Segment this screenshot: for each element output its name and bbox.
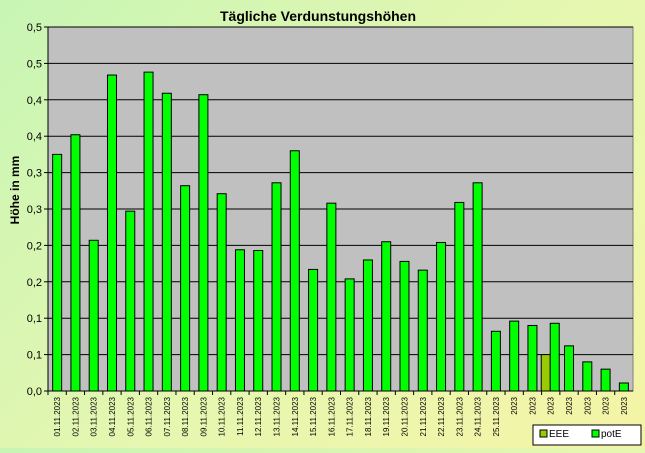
bar-pote <box>582 361 593 392</box>
bars <box>52 71 629 392</box>
y-tick-label: 0,2 <box>27 240 42 252</box>
bar-pote <box>381 241 392 392</box>
bar-pote <box>399 260 410 392</box>
y-tick-label: 0,4 <box>27 95 42 107</box>
legend-swatch-pote <box>591 429 600 438</box>
bar-pote <box>52 153 63 392</box>
legend-label-pote: potE <box>601 429 622 440</box>
x-tick-label: 2023 <box>583 396 592 414</box>
bar-pote <box>308 268 319 392</box>
bar-pote <box>472 182 483 392</box>
bar-pote <box>344 278 355 392</box>
y-tick-label: 0,1 <box>27 313 42 325</box>
bar-pote <box>417 269 428 392</box>
x-tick-label: 2023 <box>528 396 537 414</box>
x-tick-label: 2023 <box>602 396 611 414</box>
x-tick-label: 2023 <box>510 396 519 414</box>
y-tick-label: 0,5 <box>27 58 42 70</box>
bar-pote <box>180 185 191 392</box>
y-tick-label: 0,5 <box>27 22 42 34</box>
bar-pote <box>289 150 300 392</box>
bar-pote <box>436 241 447 392</box>
bar-pote <box>527 324 538 392</box>
x-tick-label: 01.11.2023 <box>53 396 62 436</box>
x-tick-label: 03.11.2023 <box>90 396 99 436</box>
y-tick-label: 0,3 <box>27 168 42 180</box>
x-tick-label: 13.11.2023 <box>273 396 282 436</box>
x-tick-label: 17.11.2023 <box>346 396 355 436</box>
y-tick-label: 0,1 <box>27 350 42 362</box>
x-tick-label: 04.11.2023 <box>108 396 117 436</box>
bar-pote <box>70 134 81 392</box>
y-tick-label: 0,3 <box>27 204 42 216</box>
x-tick-label: 12.11.2023 <box>254 396 263 436</box>
bar-pote <box>362 259 373 392</box>
bar-eee <box>540 354 551 392</box>
bar-pote <box>88 239 99 392</box>
x-tick-label: 11.11.2023 <box>236 396 245 435</box>
x-tick-label: 24.11.2023 <box>474 396 483 436</box>
bar-pote <box>490 330 501 392</box>
bar-pote <box>454 201 465 392</box>
x-tick-label: 10.11.2023 <box>218 396 227 436</box>
y-tick-label: 0,2 <box>27 277 42 289</box>
bar-pote <box>549 322 560 392</box>
x-tick-label: 07.11.2023 <box>163 396 172 436</box>
legend-swatch-eee <box>539 429 548 438</box>
chart-title: Tägliche Verdunstungshöhen <box>220 8 416 24</box>
x-tick-label: 06.11.2023 <box>145 396 154 436</box>
bar-pote <box>161 92 172 392</box>
bar-pote <box>271 182 282 392</box>
legend: EEE potE <box>532 424 642 446</box>
x-tick-label: 09.11.2023 <box>199 396 208 436</box>
x-tick-label: 22.11.2023 <box>437 396 446 436</box>
x-tick-label: 21.11.2023 <box>419 396 428 436</box>
bar-pote <box>198 94 209 392</box>
y-tick-label: 0,4 <box>27 131 42 143</box>
x-tick-label: 18.11.2023 <box>364 396 373 436</box>
x-tick-label: 14.11.2023 <box>291 396 300 436</box>
legend-box <box>532 424 642 446</box>
x-tick-label: 08.11.2023 <box>181 396 190 436</box>
x-tick-label: 23.11.2023 <box>455 396 464 436</box>
bar-pote <box>234 249 245 392</box>
bar-pote <box>106 74 117 392</box>
axes: 0,0 0,1 0,1 0,2 0,2 0,3 0,3 0,4 0,4 0,5 0,5 01.11.2… <box>27 22 633 436</box>
bar-pote <box>253 249 264 392</box>
x-tick-label: 20.11.2023 <box>400 396 409 436</box>
bar-pote <box>326 202 337 392</box>
x-tick-label: 25.11.2023 <box>492 396 501 436</box>
bar-pote <box>216 193 227 392</box>
y-axis-label: Höhe in mm <box>8 156 22 225</box>
x-tick-label: 2023 <box>620 396 629 414</box>
x-tick-label: 2023 <box>547 396 556 414</box>
bar-pote <box>125 210 136 392</box>
bar-pote <box>618 382 629 392</box>
x-tick-label: 19.11.2023 <box>382 396 391 436</box>
legend-label-eee: EEE <box>549 429 569 440</box>
bar-pote <box>600 368 611 392</box>
x-tick-label: 2023 <box>565 396 574 414</box>
x-tick-label: 05.11.2023 <box>126 396 135 436</box>
y-tick-label: 0,0 <box>27 386 42 398</box>
bar-pote <box>509 320 520 392</box>
x-tick-label: 15.11.2023 <box>309 396 318 436</box>
bar-pote <box>564 345 575 392</box>
x-tick-label: 16.11.2023 <box>327 396 336 436</box>
x-tick-label: 02.11.2023 <box>71 396 80 436</box>
bar-pote <box>143 71 154 392</box>
